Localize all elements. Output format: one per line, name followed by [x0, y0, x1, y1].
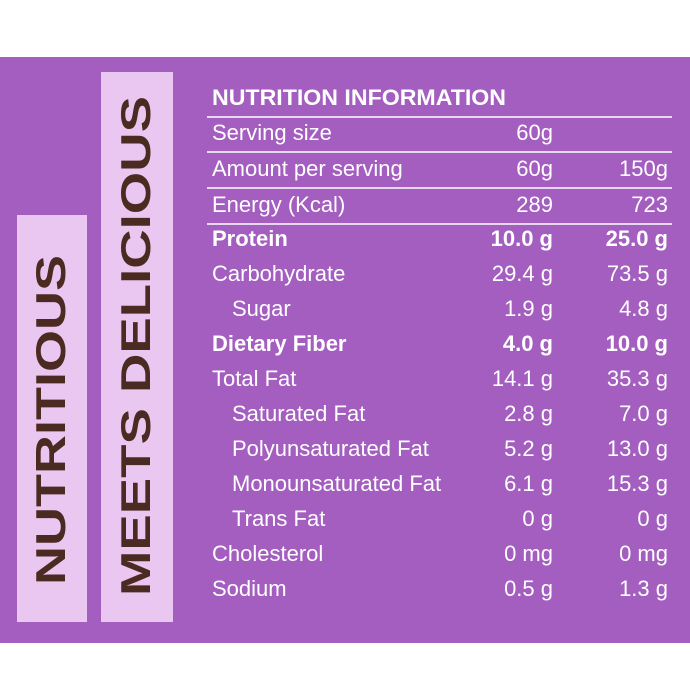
row-value: 1.3 g [619, 576, 668, 601]
side-label: NUTRITIOUS [27, 255, 74, 585]
row-value: 0 g [522, 506, 553, 531]
table-title: NUTRITION INFORMATION [212, 85, 506, 110]
side-label: MEETS DELICIOUS [112, 96, 159, 596]
row-value: 15.3 g [607, 471, 668, 496]
row-value: 0.5 g [504, 576, 553, 601]
row-label: Energy (Kcal) [212, 192, 345, 217]
row-label: Total Fat [212, 366, 296, 391]
row-label: Amount per serving [212, 156, 403, 181]
row-label: Monounsaturated Fat [232, 471, 441, 496]
row-value: 29.4 g [492, 261, 553, 286]
row-label: Sugar [232, 296, 291, 321]
row-label: Protein [212, 226, 288, 251]
row-value: 14.1 g [492, 366, 553, 391]
row-value: 723 [631, 192, 668, 217]
row-value: 5.2 g [504, 436, 553, 461]
row-value: 73.5 g [607, 261, 668, 286]
row-label: Sodium [212, 576, 287, 601]
row-value: 150g [619, 156, 668, 181]
row-label: Polyunsaturated Fat [232, 436, 429, 461]
row-label: Cholesterol [212, 541, 323, 566]
row-label: Serving size [212, 120, 332, 145]
row-value: 35.3 g [607, 366, 668, 391]
row-label: Carbohydrate [212, 261, 345, 286]
side-band [17, 215, 87, 622]
row-value: 6.1 g [504, 471, 553, 496]
row-value: 4.8 g [619, 296, 668, 321]
row-value: 25.0 g [606, 226, 668, 251]
row-value: 7.0 g [619, 401, 668, 426]
row-label: Dietary Fiber [212, 331, 347, 356]
side-band [101, 72, 173, 622]
row-value: 0 mg [504, 541, 553, 566]
row-value: 10.0 g [606, 331, 668, 356]
row-value: 13.0 g [607, 436, 668, 461]
row-value: 10.0 g [491, 226, 553, 251]
row-value: 2.8 g [504, 401, 553, 426]
table-body: Serving size 60g Amount per serving 60g 150g… [212, 120, 668, 601]
row-value: 4.0 g [503, 331, 553, 356]
row-value: 60g [516, 120, 553, 145]
row-value: 0 g [637, 506, 668, 531]
row-label: Saturated Fat [232, 401, 365, 426]
row-label: Trans Fat [232, 506, 325, 531]
row-value: 0 mg [619, 541, 668, 566]
row-value: 289 [516, 192, 553, 217]
row-value: 60g [516, 156, 553, 181]
row-value: 1.9 g [504, 296, 553, 321]
